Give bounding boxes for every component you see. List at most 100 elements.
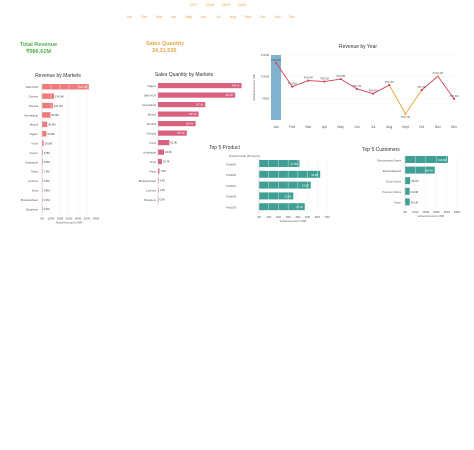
data-label: 413.3M — [438, 159, 446, 162]
year-filter-item[interactable]: 2020 — [238, 3, 246, 7]
bar — [158, 121, 196, 127]
month-filter: Jan Feb Mar Apr May Jun Jul Aug Sept Oct… — [122, 15, 300, 19]
data-label: ₹88.7M — [352, 84, 361, 88]
category-label: Nagpur — [29, 132, 38, 136]
month-filter-item[interactable]: Jan — [126, 15, 133, 19]
x-tick-label: 400M — [443, 210, 450, 214]
revenue-by-year-chart: Actual Amount in INR ₹80M ₹100M ₹120M₹112.8… — [252, 53, 459, 129]
category-label: Lucknow — [28, 179, 38, 183]
category-label: Ahmedabad — [24, 113, 39, 117]
data-label: ₹100.4M — [433, 71, 443, 75]
month-filter-item[interactable]: Jun — [200, 15, 207, 19]
data-label: 33.3K — [165, 150, 172, 154]
line-point — [355, 87, 359, 91]
month-filter-item[interactable]: May — [185, 15, 192, 19]
top5-product-title: Top 5 Product — [209, 145, 240, 151]
category-label: Prod049 — [226, 195, 236, 199]
bar — [158, 178, 159, 184]
x-tick-label: Dec — [451, 125, 457, 129]
bar — [158, 102, 206, 108]
month-filter-item[interactable]: Apr — [170, 15, 177, 19]
month-filter-item[interactable]: Nov — [274, 15, 281, 19]
highlight-band — [271, 55, 281, 120]
bar — [42, 84, 89, 90]
x-tick-label: Apr — [322, 125, 328, 129]
line-segment — [405, 89, 423, 115]
month-filter-item[interactable]: Sept — [244, 15, 252, 19]
line-segment — [292, 80, 309, 88]
category-label: Hyderabad — [143, 150, 156, 154]
category-label: Electricalslytical — [383, 169, 402, 173]
bar — [158, 140, 170, 146]
data-label: 6.6M — [44, 179, 50, 183]
data-label: 286.0M — [425, 170, 433, 173]
x-tick-label: 200M — [57, 217, 64, 221]
data-label: 58.3M — [48, 123, 55, 127]
data-label: 3.4K — [160, 179, 166, 183]
line-point — [436, 75, 439, 78]
month-filter-item[interactable]: Oct — [259, 15, 266, 19]
line-point — [339, 77, 342, 81]
year-filter: 2017 2018 2019 2020 — [186, 3, 250, 7]
data-label: 41.6M — [291, 163, 298, 166]
category-label: Prod018 — [226, 162, 236, 166]
line-point — [404, 112, 407, 115]
data-label: ₹95.5M — [320, 77, 329, 81]
category-label: Kochi — [150, 141, 157, 145]
revenue-by-year-title: Revenue by Year — [338, 44, 378, 50]
x-tick-label: 300M — [66, 217, 73, 221]
y-axis-title: Actual Amount in INR — [252, 74, 256, 101]
data-label: 456.3K — [232, 85, 240, 88]
month-filter-item[interactable]: Feb — [141, 15, 148, 19]
data-label: ₹79.6M — [450, 94, 459, 98]
category-label: Bhubaneshwar — [139, 179, 156, 183]
month-filter-item[interactable]: Mar — [155, 15, 163, 19]
line-segment — [324, 78, 341, 82]
x-tick-label: 30M — [286, 215, 291, 219]
x-tick-label: Jan — [273, 125, 279, 129]
bar — [259, 192, 294, 200]
data-label: 20.7K — [163, 160, 170, 164]
bar — [42, 102, 53, 109]
year-filter-item[interactable]: 2018 — [206, 3, 214, 7]
x-tick-label: Aug — [386, 125, 392, 129]
month-filter-item[interactable]: Dec — [288, 15, 296, 19]
data-label: 257.6K — [196, 104, 204, 107]
month-filter-item[interactable]: Jul — [215, 15, 221, 19]
category-label: Excel Stores — [386, 179, 401, 183]
x-tick-label: Nov — [435, 125, 441, 129]
category-label: Bangalore — [26, 207, 38, 211]
x-tick-label: 20M — [276, 215, 281, 219]
category-label: Bhopal — [30, 123, 39, 127]
category-label: Kochi — [32, 142, 39, 146]
bar — [42, 196, 43, 203]
year-filter-item[interactable]: 2019 — [222, 3, 230, 7]
category-label: Ahmedabad — [142, 103, 157, 107]
line-segment — [372, 84, 390, 94]
bar — [42, 149, 43, 156]
month-filter-item[interactable]: Aug — [229, 15, 237, 19]
data-label: 53.3M — [302, 185, 309, 188]
line-point — [420, 89, 423, 92]
category-label: Nagpur — [147, 84, 156, 88]
bar — [259, 181, 311, 189]
x-tick-label: 500M — [454, 210, 461, 214]
line-point — [388, 84, 391, 87]
bar — [405, 198, 410, 206]
bar — [158, 168, 160, 174]
bar — [158, 159, 162, 165]
category-label: Electricalsara Stores — [377, 158, 401, 162]
x-tick-label: Mar — [305, 125, 312, 129]
data-label: ₹90.8M — [288, 82, 297, 86]
sales-quantity-value: 24,31,539 — [152, 48, 177, 54]
data-label: 19.0M — [45, 141, 52, 145]
x-axis-title: Actual Amount in INR — [418, 214, 445, 218]
x-tick-label: 200M — [423, 210, 430, 214]
bar — [42, 206, 43, 212]
top5-customers-chart: Electricalsara Stores 413.3M Electricalsly… — [377, 155, 461, 218]
bar — [42, 131, 47, 137]
line-point — [307, 79, 310, 82]
line-point — [323, 80, 326, 83]
data-label: 0.3M — [44, 207, 50, 211]
year-filter-item[interactable]: 2017 — [190, 3, 198, 7]
